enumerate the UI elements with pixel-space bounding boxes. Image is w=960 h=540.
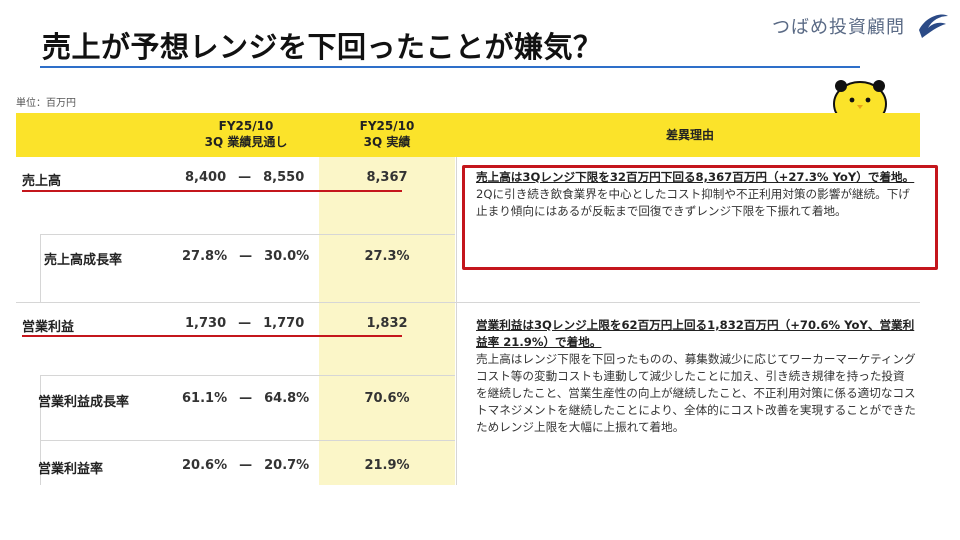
header-actual: FY25/10 3Q 実績 xyxy=(359,119,415,149)
page-title: 売上が予想レンジを下回ったことが嫌気？ xyxy=(42,30,603,64)
op-red-underline xyxy=(22,335,402,337)
sales-reason: 売上高は3Qレンジ下限を32百万円下回る8,367百万円（+27.3% YoY）… xyxy=(476,169,916,220)
actual-column-highlight xyxy=(319,157,455,485)
op-forecast-range: 1,730—1,770 xyxy=(185,316,305,331)
row-divider xyxy=(16,302,920,303)
brand-name: つばめ投資顧問 xyxy=(772,17,905,38)
sales-growth-actual: 27.3% xyxy=(364,249,410,264)
bird-mascot-icon xyxy=(833,80,887,114)
sales-forecast-range: 8,400—8,550 xyxy=(185,170,305,185)
sales-reason-headline: 売上高は3Qレンジ下限を32百万円下回る8,367百万円（+27.3% YoY）… xyxy=(476,170,915,184)
title-underline xyxy=(40,66,860,68)
op-margin-forecast-range: 20.6% —20.7% xyxy=(182,458,310,473)
op-reason-headline: 営業利益は3Qレンジ上限を62百万円上回る1,832百万円（+70.6% YoY… xyxy=(476,318,915,349)
row-divider xyxy=(40,234,455,235)
brand: つばめ投資顧問 xyxy=(772,8,950,44)
op-reason: 営業利益は3Qレンジ上限を62百万円上回る1,832百万円（+70.6% YoY… xyxy=(476,317,916,436)
op-margin-actual: 21.9% xyxy=(364,458,410,473)
sales-growth-forecast-range: 27.8% —30.0% xyxy=(182,249,310,264)
row-divider xyxy=(40,440,455,441)
indent-line xyxy=(40,375,41,485)
op-reason-body: 売上高はレンジ下限を下回ったものの、募集数減少に応じてワーカーマーケティングコス… xyxy=(476,352,916,434)
swallow-logo-icon xyxy=(919,14,948,39)
row-label-op-growth: 営業利益成長率 xyxy=(38,395,130,410)
sales-red-underline xyxy=(22,190,402,192)
op-actual: 1,832 xyxy=(366,316,408,331)
indent-line xyxy=(40,234,41,302)
header-forecast: FY25/10 3Q 業績見通し xyxy=(204,119,288,149)
op-growth-actual: 70.6% xyxy=(364,391,410,406)
unit-note: 単位：百万円 xyxy=(16,98,76,109)
sales-reason-red-box xyxy=(462,165,938,270)
row-label-op-margin: 営業利益率 xyxy=(38,462,104,477)
table-header-band xyxy=(16,113,920,157)
row-label-sales: 売上高 xyxy=(22,174,62,189)
row-label-sales-growth: 売上高成長率 xyxy=(44,253,123,268)
row-label-operating-profit: 営業利益 xyxy=(22,320,75,335)
sales-actual: 8,367 xyxy=(366,170,408,185)
column-divider xyxy=(456,157,457,485)
row-divider xyxy=(40,375,455,376)
sales-reason-body: 2Qに引き続き飲食業界を中心としたコスト抑制や不正利用対策の影響が継続。下げ止ま… xyxy=(476,187,910,218)
header-reason: 差異理由 xyxy=(665,128,714,142)
op-growth-forecast-range: 61.1% —64.8% xyxy=(182,391,310,406)
